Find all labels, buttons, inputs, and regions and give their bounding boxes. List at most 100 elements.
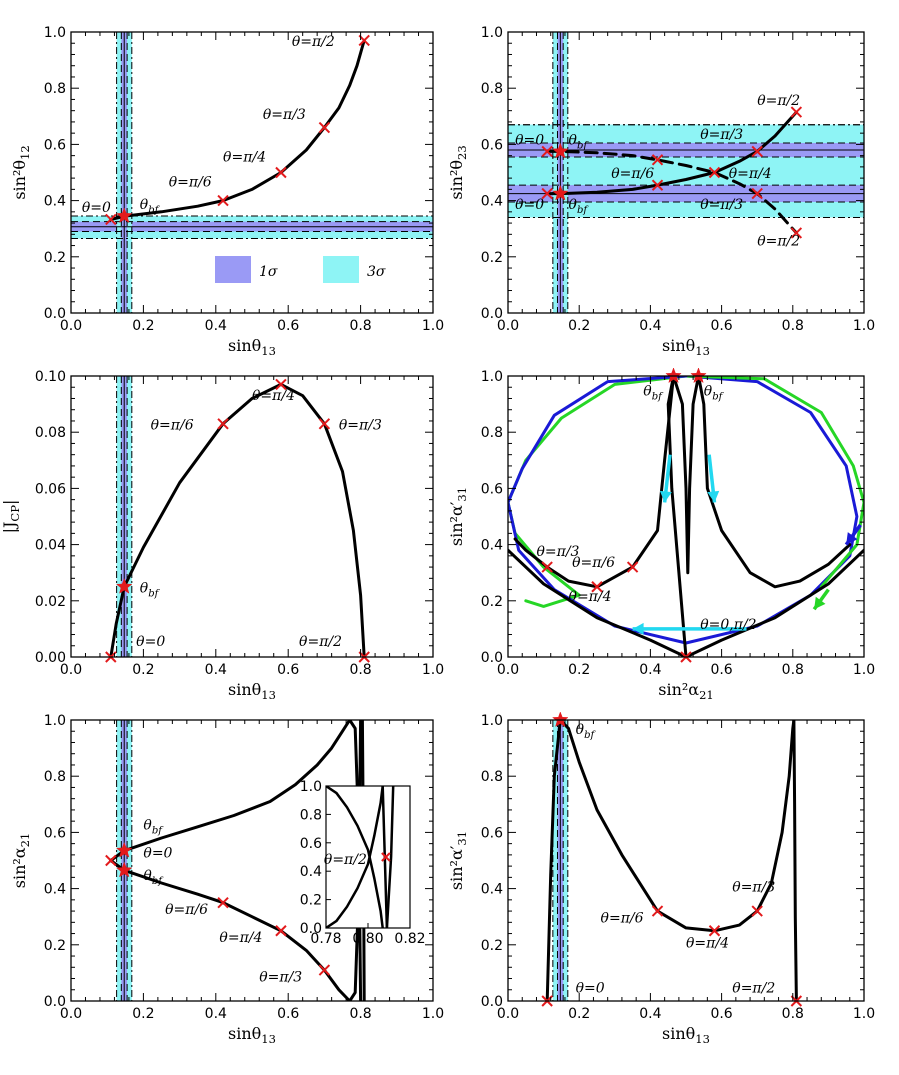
direction-arrowhead	[814, 596, 826, 610]
inset-x-tick-label: 0.78	[310, 931, 341, 947]
data-point-cross	[541, 187, 553, 200]
y-tick-label: 0.6	[44, 825, 66, 841]
plot-frame	[507, 375, 865, 658]
best-fit-star	[552, 711, 569, 728]
x-tick-label: 0.0	[60, 662, 82, 678]
best-fit-star	[552, 184, 569, 201]
curve-annotation: θbf	[140, 580, 161, 599]
curve-annotation: θ=π/2	[732, 981, 775, 997]
curve-annotation: θ=0	[82, 200, 111, 216]
chart-panel-p4: 0.0 0.2 0.4 0.6 0.8 1.0 0.0 0.2 0.4 0.6 0.8 1.0 sin²…	[447, 367, 875, 702]
best-fit-star	[690, 367, 707, 384]
curve-annotation: θ=π/4	[569, 589, 612, 605]
direction-arrowhead	[707, 490, 720, 503]
chart-panel-p2: 0.0 0.2 0.4 0.6 0.8 1.0 0.0 0.2 0.4 0.6 0.8 1.0 sinθ…	[447, 25, 875, 358]
y-axis-title: sin²α′31	[447, 487, 469, 546]
curve-annotation: θbf	[576, 722, 597, 741]
y-axis-title: sin²θ23	[447, 145, 469, 199]
inset-y-tick-label: 1.0	[300, 779, 322, 795]
legend-swatch-1sigma	[215, 256, 251, 283]
x-tick-label: 1.0	[853, 318, 875, 334]
data-point-cross	[651, 154, 664, 166]
series-line	[508, 548, 864, 657]
plot-area	[109, 376, 366, 657]
y-tick-label: 0.10	[35, 369, 66, 385]
y-tick-label: 1.0	[481, 25, 503, 41]
curve-annotation: θ=π/6	[165, 902, 208, 918]
y-tick-label: 0.0	[481, 306, 503, 322]
inset-y-tick-label: 0.4	[300, 864, 322, 880]
curve-annotation: θbf	[569, 197, 590, 216]
x-tick-label: 0.0	[497, 662, 519, 678]
series-line	[109, 720, 363, 1001]
y-axis-title: sin²α21	[10, 833, 32, 889]
curve-annotation: θ=π/3	[263, 107, 306, 123]
x-tick-label: 0.2	[132, 1006, 154, 1022]
y-tick-label: 0.2	[44, 250, 66, 266]
inset-annotation: θ=π/2	[324, 852, 367, 868]
y-tick-label: 0.8	[481, 81, 503, 97]
y-tick-label: 0.6	[481, 481, 503, 497]
data-point-cross	[790, 106, 803, 118]
y-tick-label: 0.6	[481, 825, 503, 841]
x-tick-label: 0.2	[132, 662, 154, 678]
data-point-cross	[318, 964, 331, 976]
x-tick-label: 0.8	[782, 1006, 804, 1022]
y-tick-label: 0.0	[44, 306, 66, 322]
y-tick-label: 1.0	[481, 713, 503, 729]
best-fit-star	[552, 142, 569, 159]
x-tick-label: 0.2	[568, 1006, 590, 1022]
y-tick-label: 0.02	[35, 594, 66, 610]
data-point-cross	[708, 166, 721, 179]
data-point-cross	[275, 925, 287, 937]
data-point-cross	[626, 561, 639, 573]
y-tick-label: 0.06	[35, 481, 66, 497]
plot-area	[508, 376, 864, 657]
data-point-cross	[541, 145, 553, 158]
series-line	[508, 376, 688, 608]
data-point-cross	[651, 905, 664, 917]
data-point-cross	[217, 194, 229, 207]
x-axis-title: sinθ13	[662, 336, 710, 358]
y-tick-label: 0.6	[44, 137, 66, 153]
curve-annotation: θ=π/2	[292, 34, 335, 50]
x-tick-label: 0.0	[60, 1006, 82, 1022]
x-tick-label: 0.2	[568, 662, 590, 678]
x-tick-label: 0.0	[60, 318, 82, 334]
data-point-cross	[790, 227, 803, 239]
plot-area	[71, 32, 433, 313]
x-tick-label: 0.4	[639, 318, 661, 334]
curve-annotation: θ=π/6	[611, 166, 654, 182]
data-point-cross	[217, 896, 229, 909]
data-point-cross	[708, 925, 721, 937]
curve-annotation: θ=π/3	[339, 417, 382, 433]
x-tick-label: 0.6	[710, 1006, 732, 1022]
series-line	[109, 382, 366, 657]
y-tick-label: 0.2	[481, 250, 503, 266]
y-tick-label: 1.0	[44, 25, 66, 41]
x-tick-label: 0.8	[782, 662, 804, 678]
chart-panel-p6: 0.0 0.2 0.4 0.6 0.8 1.0 0.0 0.2 0.4 0.6 0.8 1.0 sinθ…	[447, 711, 875, 1046]
inset-y-tick-label: 0.8	[300, 807, 322, 823]
plot-frame	[507, 31, 865, 314]
direction-arrowhead	[846, 532, 858, 545]
y-tick-label: 0.4	[481, 538, 503, 554]
y-tick-label: 0.08	[35, 425, 66, 441]
curve-annotation: θ=π/2	[757, 234, 800, 250]
x-tick-label: 0.8	[349, 1006, 371, 1022]
inset-series-line	[326, 786, 384, 928]
data-point-cross	[318, 418, 331, 430]
data-point-cross	[541, 561, 553, 573]
x-tick-label: 0.8	[349, 318, 371, 334]
x-tick-label: 0.6	[710, 318, 732, 334]
curve-annotation: θbf	[704, 384, 725, 403]
y-axis-title: |JCP|	[0, 500, 22, 534]
inset-y-tick-label: 0.2	[300, 893, 322, 909]
curve-annotation: θ=0	[576, 981, 605, 997]
best-fit-star	[665, 367, 682, 384]
data-point-cross	[381, 852, 391, 862]
series-line	[109, 720, 363, 1001]
x-tick-label: 1.0	[853, 662, 875, 678]
data-point-cross	[318, 121, 331, 134]
